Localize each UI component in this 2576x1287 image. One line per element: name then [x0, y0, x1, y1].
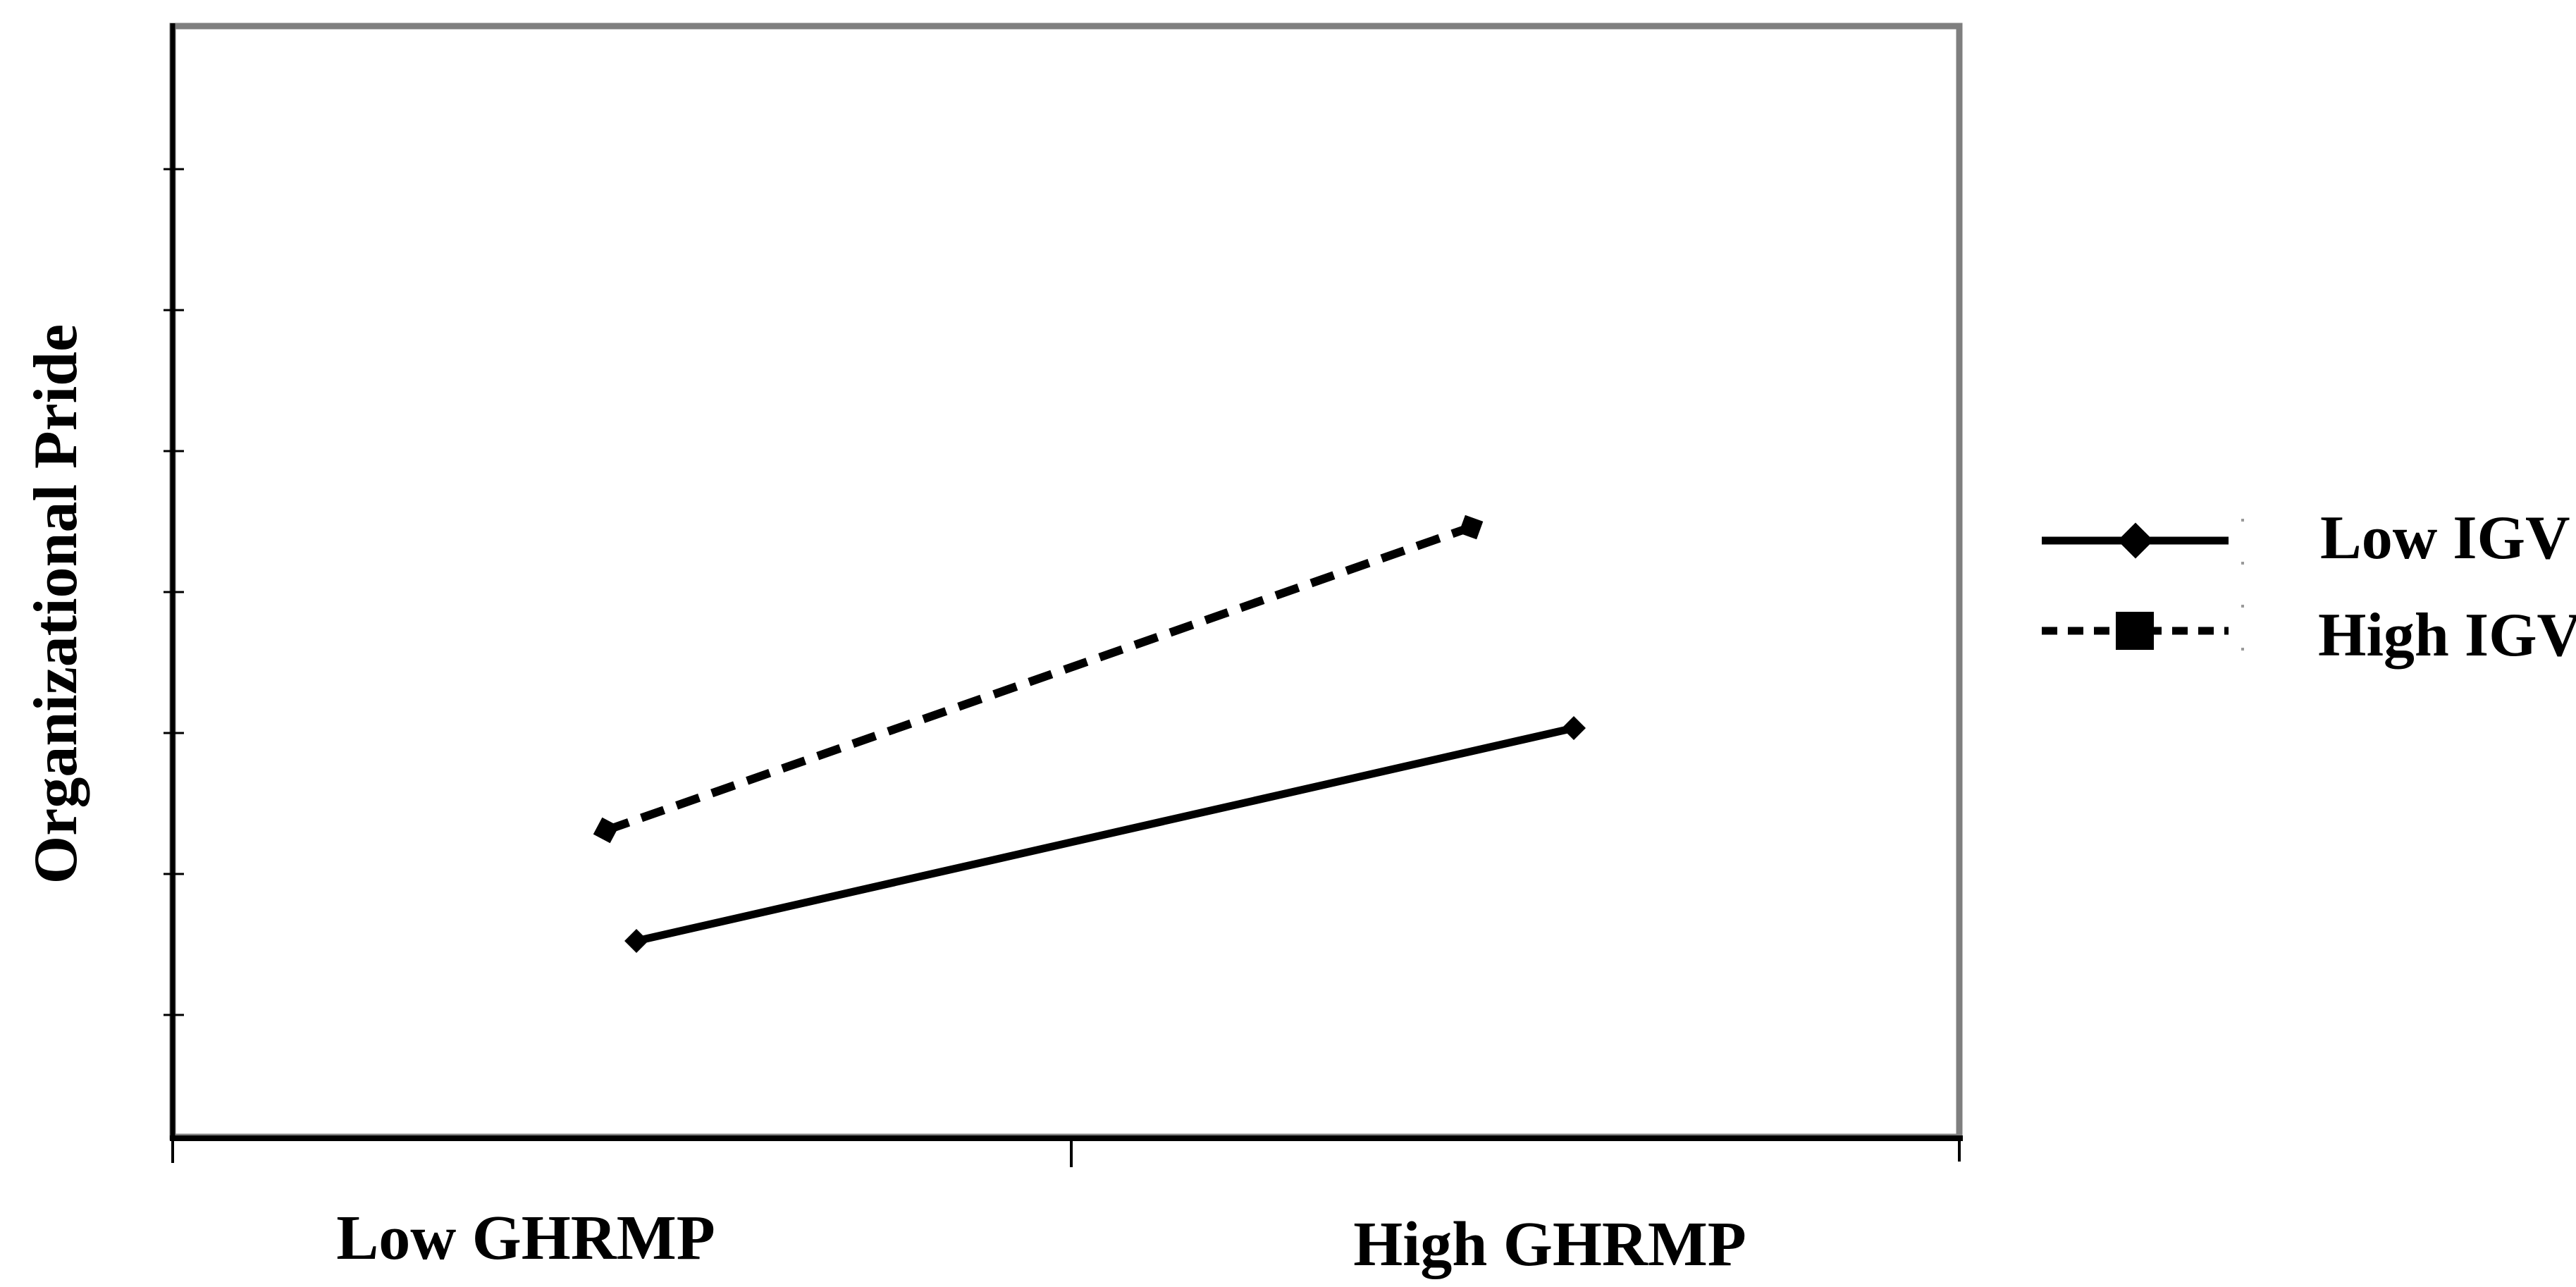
series-high-igv-line: [605, 523, 1472, 835]
marker-low-igv-right-diamond: [1562, 716, 1586, 740]
marker-high-igv-left-square: [593, 817, 620, 844]
legend-low-igv-diamond: [2117, 522, 2154, 559]
marker-low-igv-left-diamond: [624, 929, 648, 953]
y-axis-title: Organizational Pride: [22, 324, 90, 885]
legend-high-igv-square: [2116, 612, 2154, 650]
legend-label-high-igv: High IGV: [2318, 601, 2576, 670]
legend-label-low-igv: Low IGV: [2320, 504, 2570, 572]
series-low-igv-line: [635, 724, 1575, 945]
marker-high-igv-right-square: [1458, 515, 1484, 540]
plot-border: [169, 23, 1963, 1140]
x-axis-label-low-ghrmp: Low GHRMP: [336, 1203, 715, 1273]
x-axis-label-high-ghrmp: High GHRMP: [1353, 1209, 1746, 1279]
